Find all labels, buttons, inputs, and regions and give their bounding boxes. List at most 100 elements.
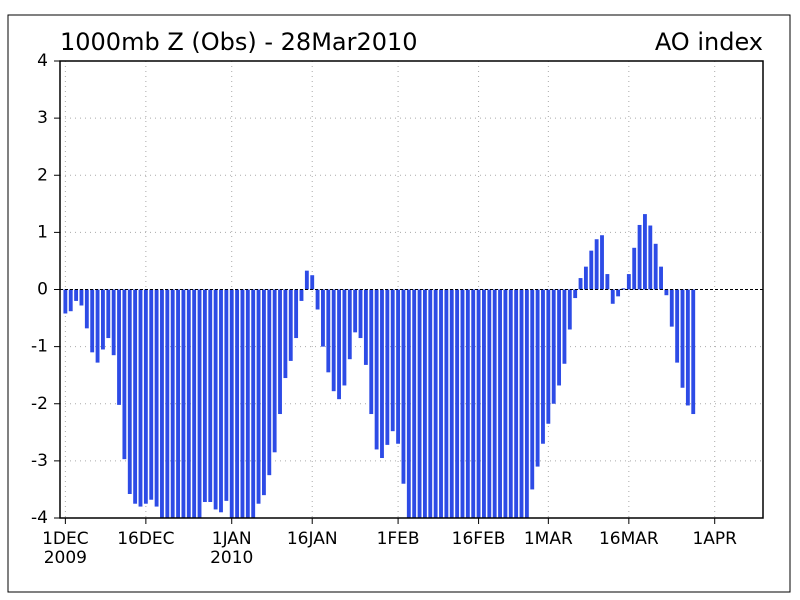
bar: [374, 289, 379, 450]
bar: [192, 289, 197, 518]
bar: [251, 289, 256, 518]
bar: [535, 289, 540, 467]
bar: [524, 289, 529, 518]
y-tick-label: -4: [31, 508, 48, 528]
bar: [326, 289, 331, 373]
x-tick-label: 16FEB: [452, 529, 506, 549]
y-tick-label: -1: [31, 337, 48, 357]
bar: [133, 289, 138, 504]
bar: [256, 289, 261, 504]
bar: [143, 289, 148, 504]
x-tick-year: 2009: [44, 548, 87, 568]
bar: [294, 289, 299, 339]
bar: [439, 289, 443, 518]
bar: [562, 289, 567, 364]
bar: [455, 289, 460, 518]
bar: [482, 289, 486, 518]
bar: [337, 289, 341, 400]
bar: [514, 289, 519, 518]
bar: [117, 289, 121, 405]
bar: [551, 289, 556, 404]
y-tick-label: -3: [31, 451, 48, 471]
bar: [68, 289, 73, 312]
x-tick-label: 1APR: [692, 529, 737, 549]
bar: [632, 247, 637, 290]
x-tick-year: 2010: [210, 548, 253, 568]
bar: [331, 289, 336, 392]
bar: [369, 289, 374, 415]
bar: [321, 289, 325, 347]
bar: [600, 235, 604, 290]
bar: [390, 289, 395, 432]
bar: [605, 274, 610, 290]
bar: [503, 289, 508, 518]
bar: [669, 289, 674, 327]
bar: [63, 289, 68, 314]
bar: [460, 289, 465, 518]
y-tick-label: -2: [31, 394, 48, 414]
bar: [84, 289, 89, 329]
bar: [310, 275, 315, 290]
bar: [659, 266, 663, 290]
bar: [165, 289, 170, 518]
bar: [245, 289, 250, 518]
x-tick-label: 16MAR: [599, 529, 659, 549]
bar: [197, 289, 202, 518]
bar: [626, 274, 631, 290]
bar: [433, 289, 438, 518]
bar: [530, 289, 535, 490]
bar: [578, 278, 583, 290]
x-tick-label: 16JAN: [287, 529, 338, 549]
bar: [610, 289, 615, 304]
bar: [583, 266, 588, 290]
bar: [149, 289, 154, 500]
chart-title: 1000mb Z (Obs) - 28Mar2010: [60, 28, 418, 56]
bar: [363, 289, 368, 365]
bar: [224, 289, 229, 501]
bar: [160, 289, 164, 518]
bar: [449, 289, 454, 518]
bar: [487, 289, 492, 518]
bar: [643, 214, 647, 290]
y-tick-label: 1: [37, 222, 48, 242]
bar: [235, 289, 240, 518]
bar: [476, 289, 481, 518]
bar: [219, 289, 223, 513]
y-tick-label: 3: [37, 108, 48, 128]
bar: [299, 289, 304, 301]
bar: [278, 289, 282, 415]
bar: [444, 289, 449, 518]
bar: [315, 289, 320, 310]
x-tick-label: 1JAN: [212, 529, 252, 549]
bar: [170, 289, 175, 518]
bar: [680, 289, 685, 388]
bar: [664, 289, 669, 296]
bar: [653, 243, 658, 290]
bar: [240, 289, 245, 518]
bar: [267, 289, 272, 476]
bar: [138, 289, 143, 507]
bar: [492, 289, 497, 518]
bar: [406, 289, 411, 518]
bar: [621, 288, 626, 290]
bar: [417, 289, 422, 518]
bar: [385, 289, 390, 445]
bar: [181, 289, 186, 518]
y-tick-label: 4: [37, 51, 48, 71]
bar: [428, 289, 433, 518]
plot-border: [59, 60, 764, 519]
bar: [202, 289, 207, 503]
bar: [304, 270, 309, 290]
bar: [594, 239, 599, 290]
y-tick-label: 2: [37, 165, 48, 185]
bar: [353, 289, 358, 333]
bar: [616, 289, 621, 297]
bar: [557, 289, 562, 386]
bar: [176, 289, 180, 518]
bar: [213, 289, 218, 510]
bar: [106, 289, 111, 339]
bar: [589, 250, 594, 290]
bar: [342, 289, 347, 386]
bar: [122, 289, 127, 460]
